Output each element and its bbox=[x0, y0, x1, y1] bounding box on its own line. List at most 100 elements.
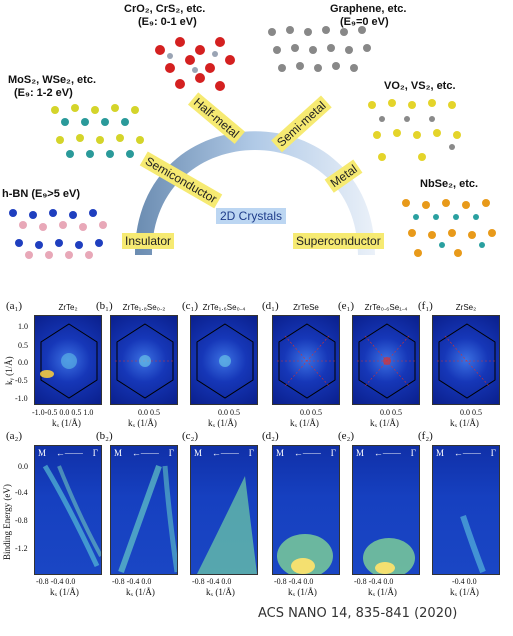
arc-band bbox=[135, 131, 375, 255]
arc-label-insulator: Insulator bbox=[122, 233, 175, 249]
bz-hexagon bbox=[115, 323, 175, 399]
crystal-cro2 bbox=[155, 37, 235, 91]
band bbox=[118, 464, 177, 574]
fermi-map-4 bbox=[272, 315, 340, 405]
fermi-map-6 bbox=[432, 315, 500, 405]
fs-xlabel: kₓ (1/Å) bbox=[208, 418, 237, 428]
citation: ACS NANO 14, 835-841 (2020) bbox=[258, 606, 458, 621]
dispersion-5: M ←—— Γ bbox=[352, 445, 420, 575]
panel-label-d1: (d₁) bbox=[262, 300, 279, 312]
fs-ytick: 0.5 bbox=[18, 341, 28, 350]
crystal-vo2 bbox=[368, 99, 461, 161]
bz-hexagon bbox=[196, 323, 254, 399]
crystal-hbn bbox=[9, 209, 107, 259]
disp-xlabel: kₓ (1/Å) bbox=[368, 587, 397, 597]
fermi-map-3 bbox=[190, 315, 258, 405]
fs-xlabel: kₓ (1/Å) bbox=[290, 418, 319, 428]
disp-xticks: -0.8 -0.4 0.0 bbox=[192, 577, 232, 586]
m-gamma-direction: M ←—— Γ bbox=[276, 448, 336, 458]
m-gamma-direction: M ←—— Γ bbox=[356, 448, 416, 458]
panel-title-6: ZrSe₂ bbox=[455, 303, 477, 312]
panel-label-f1: (f₁) bbox=[418, 300, 433, 312]
panel-label-c1: (c₁) bbox=[182, 300, 199, 312]
crystal-graphene bbox=[268, 26, 371, 72]
fs-xlabel: kₓ (1/Å) bbox=[450, 418, 479, 428]
disp-xlabel: kₓ (1/Å) bbox=[450, 587, 479, 597]
dispersion-1: M ←—— Γ bbox=[34, 445, 102, 575]
fs-xticks: 0.0 0.5 bbox=[300, 408, 322, 417]
disp-xlabel: kₓ (1/Å) bbox=[206, 587, 235, 597]
panel-label-a2: (a₂) bbox=[6, 430, 23, 442]
bz-hexagon bbox=[437, 323, 497, 399]
disp-xlabel: kₓ (1/Å) bbox=[50, 587, 79, 597]
disp-ytick: -0.4 bbox=[15, 488, 28, 497]
m-gamma-direction: M ←—— Γ bbox=[194, 448, 254, 458]
dispersion-6: M ←—— Γ bbox=[432, 445, 500, 575]
fs-ytick: 1.0 bbox=[18, 322, 28, 331]
fs-xticks: -1.0-0.5 0.0 0.5 1.0 bbox=[32, 408, 94, 417]
band bbox=[460, 515, 486, 574]
disp-ytick: 0.0 bbox=[18, 462, 28, 471]
bz-hexagon bbox=[40, 323, 98, 399]
panel-title-1: ZrTe₂ bbox=[58, 303, 78, 312]
band bbox=[363, 538, 415, 574]
panel-title-2: ZrTe₁.₈Se₀.₂ bbox=[122, 303, 166, 312]
panel-label-b2: (b₂) bbox=[96, 430, 113, 442]
fs-xlabel: kₓ (1/Å) bbox=[52, 418, 81, 428]
disp-ytick: -1.2 bbox=[15, 544, 28, 553]
m-gamma-direction: M ←—— Γ bbox=[114, 448, 174, 458]
fs-xticks: 0.0 0.5 bbox=[460, 408, 482, 417]
panel-title-4: ZrTeSe bbox=[293, 303, 319, 312]
disp-xticks: -0.8 -0.4 0.0 bbox=[36, 577, 76, 586]
panel-label-f2: (f₂) bbox=[418, 430, 433, 442]
dispersion-3: M ←—— Γ bbox=[190, 445, 258, 575]
fs-ytick: 0.0 bbox=[18, 358, 28, 367]
fs-xlabel: kₓ (1/Å) bbox=[128, 418, 157, 428]
fs-ytick: -1.0 bbox=[15, 394, 28, 403]
disp-ylabel: Binding Energy (eV) bbox=[2, 484, 12, 560]
crystal-mos2 bbox=[51, 104, 144, 158]
disp-xticks: -0.4 0.0 bbox=[452, 577, 477, 586]
band bbox=[277, 534, 333, 574]
disp-xticks: -0.8 -0.4 0.0 bbox=[354, 577, 394, 586]
m-gamma-direction: M ←—— Γ bbox=[38, 448, 98, 458]
fs-ytick: -0.5 bbox=[15, 376, 28, 385]
fs-ylabel: kᵧ (1/Å) bbox=[4, 356, 14, 385]
panel-label-b1: (b₁) bbox=[96, 300, 113, 312]
crystal-nbse2 bbox=[402, 199, 496, 257]
panel-label-a1: (a₁) bbox=[6, 300, 23, 312]
label-mos2: MoS₂, WSe₂, etc. (E₉: 1-2 eV) bbox=[8, 74, 97, 99]
panel-label-c2: (c₂) bbox=[182, 430, 199, 442]
band bbox=[197, 476, 257, 574]
panel-label-e2: (e₂) bbox=[338, 430, 355, 442]
label-graphene: Graphene, etc. (E₉=0 eV) bbox=[330, 3, 407, 28]
band bbox=[42, 464, 101, 568]
panel-label-d2: (d₂) bbox=[262, 430, 279, 442]
fermi-map-2 bbox=[110, 315, 178, 405]
disp-ytick: -0.8 bbox=[15, 516, 28, 525]
panel-title-5: ZrTe₀.₆Se₁.₄ bbox=[364, 303, 408, 312]
label-vo2: VO₂, VS₂, etc. bbox=[384, 80, 456, 92]
fs-xlabel: kₓ (1/Å) bbox=[370, 418, 399, 428]
fermi-map-5 bbox=[352, 315, 420, 405]
disp-xlabel: kₓ (1/Å) bbox=[126, 587, 155, 597]
bz-hexagon bbox=[357, 323, 417, 399]
disp-xticks: -0.8 -0.4 0.0 bbox=[112, 577, 152, 586]
m-gamma-direction: M ←—— Γ bbox=[436, 448, 496, 458]
fs-xticks: 0.0 0.5 bbox=[138, 408, 160, 417]
fs-xticks: 0.0 0.5 bbox=[380, 408, 402, 417]
disp-xticks: -0.8 -0.4 0.0 bbox=[274, 577, 314, 586]
disp-xlabel: kₓ (1/Å) bbox=[288, 587, 317, 597]
dispersion-4: M ←—— Γ bbox=[272, 445, 340, 575]
label-nbse2: NbSe₂, etc. bbox=[420, 178, 479, 190]
center-label: 2D Crystals bbox=[216, 208, 287, 224]
panel-label-e1: (e₁) bbox=[338, 300, 355, 312]
arc-label-superconductor: Superconductor bbox=[293, 233, 384, 249]
label-hbn: h-BN (E₉>5 eV) bbox=[2, 188, 80, 200]
fs-xticks: 0.0 0.5 bbox=[218, 408, 240, 417]
fermi-map-1 bbox=[34, 315, 102, 405]
panel-title-3: ZrTe₁.₆Se₀.₄ bbox=[202, 303, 246, 312]
label-cro2: CrO₂, CrS₂, etc. (E₉: 0-1 eV) bbox=[124, 3, 206, 28]
dispersion-2: M ←—— Γ bbox=[110, 445, 178, 575]
bz-hexagon bbox=[277, 323, 337, 399]
